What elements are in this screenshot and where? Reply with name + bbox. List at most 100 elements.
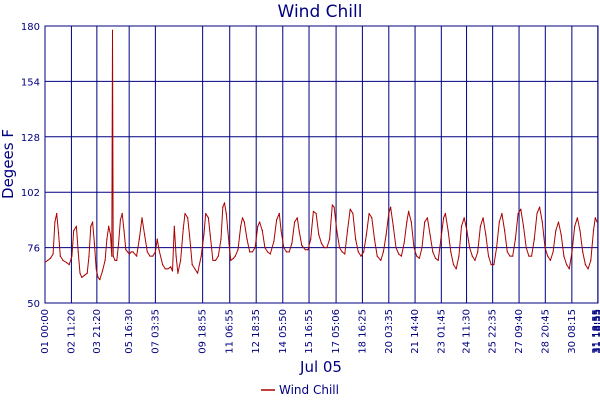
data-point: [485, 234, 487, 236]
data-point: [509, 255, 511, 257]
data-point: [141, 217, 143, 219]
data-point: [536, 212, 538, 215]
data-point: [222, 206, 224, 208]
data-point: [203, 234, 205, 236]
data-point: [149, 255, 151, 257]
data-point: [539, 206, 541, 208]
data-point: [357, 251, 359, 253]
data-point: [547, 255, 549, 257]
data-point: [187, 217, 189, 219]
data-point: [167, 268, 169, 270]
data-point: [318, 234, 320, 236]
data-point: [557, 221, 560, 223]
data-point: [336, 230, 338, 232]
data-point: [460, 225, 463, 227]
data-point: [594, 217, 596, 219]
data-point: [156, 238, 158, 240]
data-point: [79, 272, 81, 274]
plot-area: [44, 25, 599, 304]
x-tick-label: 17 05:06: [331, 309, 342, 354]
data-point: [304, 249, 306, 251]
data-point: [571, 251, 573, 253]
data-point: [269, 253, 271, 255]
data-point: [209, 234, 211, 236]
data-point: [479, 225, 481, 227]
data-point: [355, 238, 357, 240]
data-point: [182, 227, 184, 229]
y-tick-label: 128: [21, 133, 40, 144]
data-point: [450, 251, 452, 253]
data-point: [171, 270, 174, 272]
data-point: [463, 217, 465, 219]
data-point: [180, 259, 182, 261]
data-point: [125, 249, 127, 251]
data-point: [291, 242, 293, 244]
data-point: [128, 253, 130, 255]
data-point: [101, 270, 104, 272]
legend-label: Wind Chill: [279, 383, 339, 397]
data-point: [92, 221, 94, 223]
data-point: [220, 238, 222, 240]
data-point: [514, 238, 517, 240]
data-point: [207, 217, 209, 219]
data-point: [197, 272, 199, 274]
data-point: [212, 259, 214, 261]
data-point: [582, 251, 584, 253]
data-point: [59, 255, 61, 257]
data-point: [108, 225, 110, 227]
data-point: [563, 255, 565, 257]
data-point: [162, 264, 164, 266]
data-point: [164, 268, 166, 270]
data-point: [349, 208, 351, 210]
x-tick-label: 03 21:20: [92, 309, 103, 354]
data-point: [346, 230, 349, 232]
data-point: [371, 217, 373, 219]
data-point: [99, 279, 101, 281]
x-tick-label: 05 16:30: [124, 309, 135, 354]
data-point: [382, 251, 384, 253]
data-point: [259, 221, 261, 223]
data-point: [184, 212, 186, 215]
data-point: [323, 247, 325, 249]
x-tick-label: 30 08:15: [567, 309, 578, 354]
data-point: [376, 255, 378, 257]
data-point: [254, 247, 256, 249]
data-point: [280, 230, 282, 232]
data-point: [123, 230, 125, 232]
data-point: [77, 251, 79, 253]
data-point: [326, 247, 328, 249]
data-point: [434, 257, 437, 259]
data-point: [173, 225, 175, 227]
data-point: [416, 255, 418, 257]
data-point: [288, 251, 290, 253]
data-point: [418, 257, 420, 259]
y-tick-label: 102: [21, 188, 40, 199]
data-point: [246, 238, 248, 240]
data-point: [278, 212, 280, 215]
data-point: [225, 212, 227, 215]
data-point: [205, 212, 207, 215]
data-point: [154, 251, 156, 253]
data-point: [506, 251, 508, 253]
x-tick-label: 28 20:45: [540, 309, 551, 354]
data-point: [73, 230, 75, 232]
data-point: [400, 255, 402, 257]
data-point: [111, 29, 114, 31]
data-point: [455, 268, 457, 270]
data-point: [111, 255, 113, 257]
x-tick-label: 12 18:35: [251, 309, 262, 354]
data-point: [429, 234, 431, 236]
data-point: [528, 255, 530, 257]
data-point: [360, 255, 362, 257]
data-point: [373, 238, 376, 240]
data-point: [95, 268, 97, 270]
data-point: [267, 251, 269, 253]
data-point: [512, 255, 514, 257]
data-point: [566, 264, 568, 266]
data-point: [138, 238, 140, 240]
data-point: [310, 238, 312, 240]
x-tick-label: 31 18:55: [593, 309, 600, 354]
x-tick-label: 14 05:50: [278, 309, 289, 354]
data-point: [177, 272, 179, 274]
data-point: [200, 255, 202, 257]
